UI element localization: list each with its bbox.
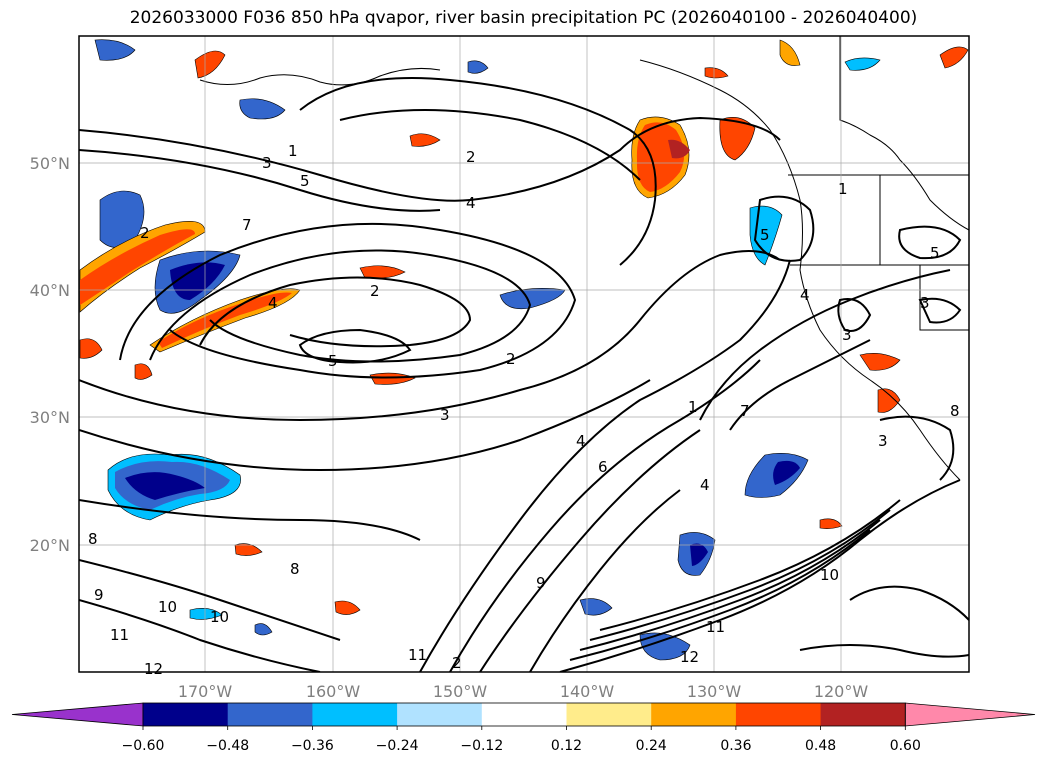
contour-label: 2 [466,148,476,166]
contour-label: 3 [262,154,272,172]
contour-label: 3 [920,294,930,312]
contour-label: 6 [598,458,608,476]
map-title: 2026033000 F036 850 hPa qvapor, river ba… [129,8,918,28]
colorbar-tick-label: −0.60 [122,738,165,754]
colorbar: −0.60 −0.48 −0.36 −0.24 −0.12 0.12 0.24 0.36 0.4… [11,702,1036,754]
contour-label: 12 [144,660,163,678]
lon-label: 130°W [687,682,742,701]
contour-label: 8 [290,560,300,578]
qvapor-contours [79,77,969,672]
contour-label: 10 [158,598,177,616]
lat-label: 20°N [30,536,70,555]
colorbar-swatch [651,703,737,726]
colorbar-tick-label: 0.48 [805,738,836,754]
colorbar-tick-label: 0.36 [720,738,751,754]
colorbar-tick-label: 0.12 [551,738,582,754]
colorbar-swatch [143,703,229,726]
contour-label: 4 [466,194,476,212]
contour-label: 3 [878,432,888,450]
contour-label: 8 [950,402,960,420]
colorbar-outline [142,702,906,727]
colorbar-swatch [227,703,313,726]
lon-label: 170°W [178,682,233,701]
lat-label: 30°N [30,408,70,427]
lon-label: 160°W [306,682,361,701]
colorbar-swatch [566,703,652,726]
contour-labels: 1 2 3 4 5 7 2 4 5 2 2 5 3 1 7 4 6 8 9 11… [88,142,960,678]
contour-label: 4 [800,286,810,304]
contour-label: 2 [452,654,462,672]
contour-label: 2 [370,282,380,300]
contour-label: 10 [210,608,229,626]
colorbar-swatch [735,703,822,726]
colorbar-tick-label: −0.36 [291,738,334,754]
contour-label: 8 [88,530,98,548]
colorbar-tick-label: −0.12 [460,738,503,754]
contour-label: 4 [576,432,586,450]
colorbar-swatch [397,703,483,726]
contour-label: 10 [820,566,839,584]
longitude-labels: 170°W 160°W 150°W 140°W 130°W 120°W [178,682,869,701]
colorbar-tick-label: 0.60 [890,738,921,754]
colorbar-swatch [820,703,906,726]
contour-label: 12 [680,648,699,666]
map-frame [78,35,970,673]
contour-label: 2 [506,350,516,368]
contour-label: 4 [700,476,710,494]
contour-label: 1 [288,142,298,160]
lat-label: 50°N [30,154,70,173]
contour-label: 3 [440,406,450,424]
contour-label: 5 [300,172,310,190]
lon-label: 120°W [814,682,869,701]
contour-label: 9 [94,586,104,604]
colorbar-swatch [312,703,398,726]
lat-label: 40°N [30,281,70,300]
contour-label: 5 [760,226,770,244]
colorbar-tick-label: −0.48 [206,738,249,754]
contour-label: 1 [688,398,698,416]
latitude-labels: 50°N 40°N 30°N 20°N [30,154,70,555]
colorbar-swatch [481,703,567,726]
contour-label: 5 [930,244,940,262]
contour-label: 11 [408,646,427,664]
contour-label: 2 [140,224,150,242]
lon-label: 140°W [560,682,615,701]
coastlines [199,36,969,481]
colorbar-tick-label: 0.24 [636,738,667,754]
contour-label: 11 [706,618,725,636]
contour-label: 11 [110,626,129,644]
contour-label: 5 [328,352,338,370]
contour-label: 4 [268,294,278,312]
contour-label: 7 [740,402,750,420]
lon-label: 150°W [433,682,488,701]
precip-shading [79,39,969,661]
contour-label: 9 [536,574,546,592]
contour-label: 7 [242,216,252,234]
colorbar-tick-label: −0.24 [376,738,419,754]
contour-label: 3 [842,326,852,344]
colorbar-extend-low [11,702,144,727]
contour-label: 1 [838,180,848,198]
colorbar-extend-high [904,702,1036,727]
